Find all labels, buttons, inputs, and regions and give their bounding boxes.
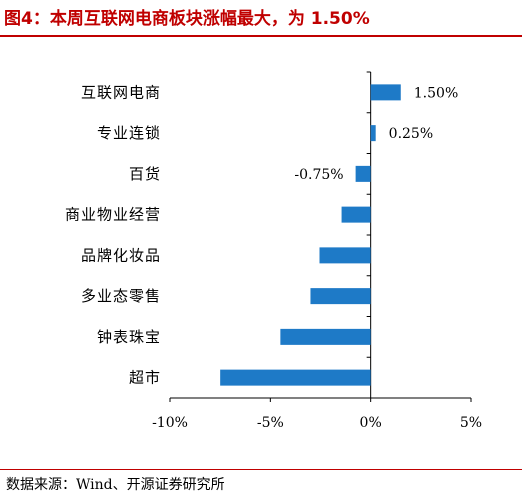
category-label: 百货 [129,165,161,183]
category-label: 多业态零售 [81,287,161,305]
footer-divider [0,469,522,470]
bar [220,369,371,386]
category-label: 超市 [129,369,161,387]
title-divider [0,35,522,37]
data-label: 0.25% [389,126,433,142]
x-tick-label: 0% [360,415,382,431]
bar [280,328,371,345]
x-tick-label: -5% [257,415,284,431]
category-label: 专业连锁 [97,124,161,142]
data-label: 1.50% [414,85,458,101]
bar [319,247,371,264]
source-note: 数据来源：Wind、开源证券研究所 [6,477,225,493]
category-label: 钟表珠宝 [97,328,161,346]
bar [370,125,376,142]
chart-title: 图4：本周互联网电商板块涨幅最大，为 1.50% [4,9,370,29]
x-tick-label: 5% [460,415,482,431]
category-label: 品牌化妆品 [81,246,161,264]
bar [341,206,371,223]
data-label: -0.75% [294,167,343,183]
category-label: 互联网电商 [81,83,161,101]
bar [370,84,401,101]
category-label: 商业物业经营 [65,206,161,224]
x-tick-label: -10% [152,415,188,431]
bar [310,288,371,305]
bar [355,165,371,182]
